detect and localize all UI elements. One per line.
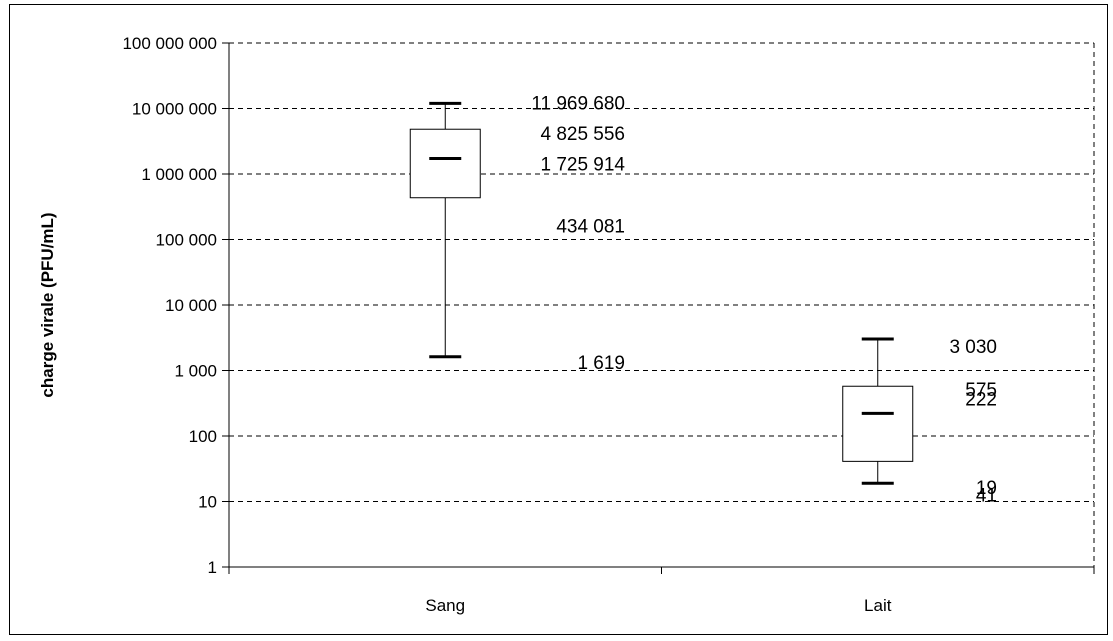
data-label-q3: 575 <box>965 380 997 401</box>
data-label-q3: 4 825 556 <box>540 124 625 145</box>
box-iqr <box>409 128 481 199</box>
data-label-max: 11 969 680 <box>531 93 625 114</box>
box-iqr <box>842 385 914 462</box>
data-label-q1: 434 081 <box>556 217 625 238</box>
y-tick-label: 1 000 <box>174 362 217 381</box>
y-tick-label: 100 000 <box>156 231 217 250</box>
data-label-min: 19 <box>976 478 997 499</box>
data-label-median: 222 <box>965 389 997 410</box>
y-tick-label: 1 000 000 <box>141 165 217 184</box>
y-tick-label: 1 <box>208 558 217 577</box>
y-tick-label: 10 000 000 <box>132 100 217 119</box>
y-tick-label: 10 <box>198 493 217 512</box>
data-label-max: 3 030 <box>949 337 997 358</box>
y-tick-label: 10 000 <box>165 296 217 315</box>
x-category-label: Sang <box>425 596 465 615</box>
data-label-min: 1 619 <box>577 353 625 374</box>
chart-frame <box>9 4 1108 635</box>
y-axis-title: charge virale (PFU/mL) <box>38 212 57 397</box>
y-tick-label: 100 000 000 <box>122 34 217 53</box>
data-label-q1: 41 <box>976 485 997 506</box>
y-tick-label: 100 <box>189 427 217 446</box>
x-category-label: Lait <box>864 596 892 615</box>
data-label-median: 1 725 914 <box>540 154 625 175</box>
